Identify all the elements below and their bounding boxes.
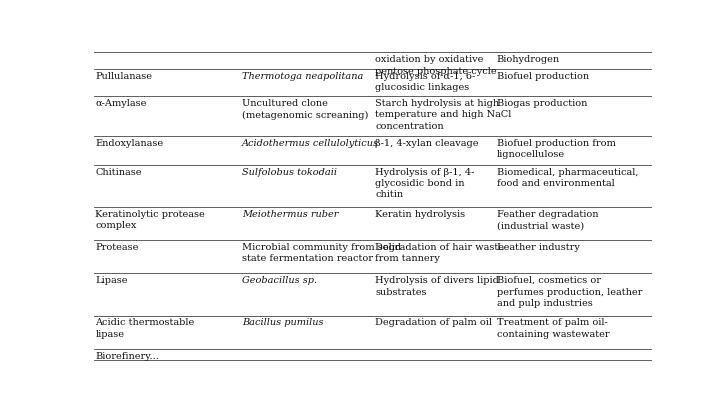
Text: Hydrolysis of β-1, 4-
glycosidic bond in
chitin: Hydrolysis of β-1, 4- glycosidic bond in… xyxy=(375,168,475,199)
Text: Biofuel production from
lignocellulose: Biofuel production from lignocellulose xyxy=(497,139,616,159)
Text: Meiothermus ruber: Meiothermus ruber xyxy=(242,210,338,219)
Text: Keratinolytic protease
complex: Keratinolytic protease complex xyxy=(95,210,205,230)
Text: Chitinase: Chitinase xyxy=(95,168,142,176)
Text: Hydrolysis of divers lipid
substrates: Hydrolysis of divers lipid substrates xyxy=(375,276,499,296)
Text: Degradation of hair waste
from tannery: Degradation of hair waste from tannery xyxy=(375,243,505,263)
Text: Starch hydrolysis at high
temperature and high NaCl
concentration: Starch hydrolysis at high temperature an… xyxy=(375,99,512,131)
Text: oxidation by oxidative
pentose phosphate cycle: oxidation by oxidative pentose phosphate… xyxy=(375,55,497,76)
Text: Protease: Protease xyxy=(95,243,139,252)
Text: Keratin hydrolysis: Keratin hydrolysis xyxy=(375,210,465,219)
Text: Leather industry: Leather industry xyxy=(497,243,579,252)
Text: Biohydrogen: Biohydrogen xyxy=(497,55,560,64)
Text: Endoxylanase: Endoxylanase xyxy=(95,139,164,148)
Text: Uncultured clone
(metagenomic screaning): Uncultured clone (metagenomic screaning) xyxy=(242,99,369,120)
Text: Treatment of palm oil-
containing wastewater: Treatment of palm oil- containing wastew… xyxy=(497,319,609,339)
Text: Feather degradation
(industrial waste): Feather degradation (industrial waste) xyxy=(497,210,598,230)
Text: Biomedical, pharmaceutical,
food and environmental: Biomedical, pharmaceutical, food and env… xyxy=(497,168,638,188)
Text: β-1, 4-xylan cleavage: β-1, 4-xylan cleavage xyxy=(375,139,479,148)
Text: Biofuel, cosmetics or
perfumes production, leather
and pulp industries: Biofuel, cosmetics or perfumes productio… xyxy=(497,276,642,308)
Text: Bacillus pumilus: Bacillus pumilus xyxy=(242,319,324,328)
Text: Biogas production: Biogas production xyxy=(497,99,587,108)
Text: Acidothermus cellulolyticus: Acidothermus cellulolyticus xyxy=(242,139,379,148)
Text: Lipase: Lipase xyxy=(95,276,128,285)
Text: α-Amylase: α-Amylase xyxy=(95,99,147,108)
Text: Microbial community from solid
state fermentation reactor: Microbial community from solid state fer… xyxy=(242,243,401,263)
Text: Thermotoga neapolitana: Thermotoga neapolitana xyxy=(242,72,364,81)
Text: Degradation of palm oil: Degradation of palm oil xyxy=(375,319,492,328)
Text: Geobacillus sp.: Geobacillus sp. xyxy=(242,276,317,285)
Text: Acidic thermostable
lipase: Acidic thermostable lipase xyxy=(95,319,195,339)
Text: Sulfolobus tokodaii: Sulfolobus tokodaii xyxy=(242,168,337,176)
Text: Biofuel production: Biofuel production xyxy=(497,72,589,81)
Text: Biorefinery...: Biorefinery... xyxy=(95,351,159,360)
Text: Pullulanase: Pullulanase xyxy=(95,72,153,81)
Text: Hydrolysis of α-1, 6-
glucosidic linkages: Hydrolysis of α-1, 6- glucosidic linkage… xyxy=(375,72,475,92)
